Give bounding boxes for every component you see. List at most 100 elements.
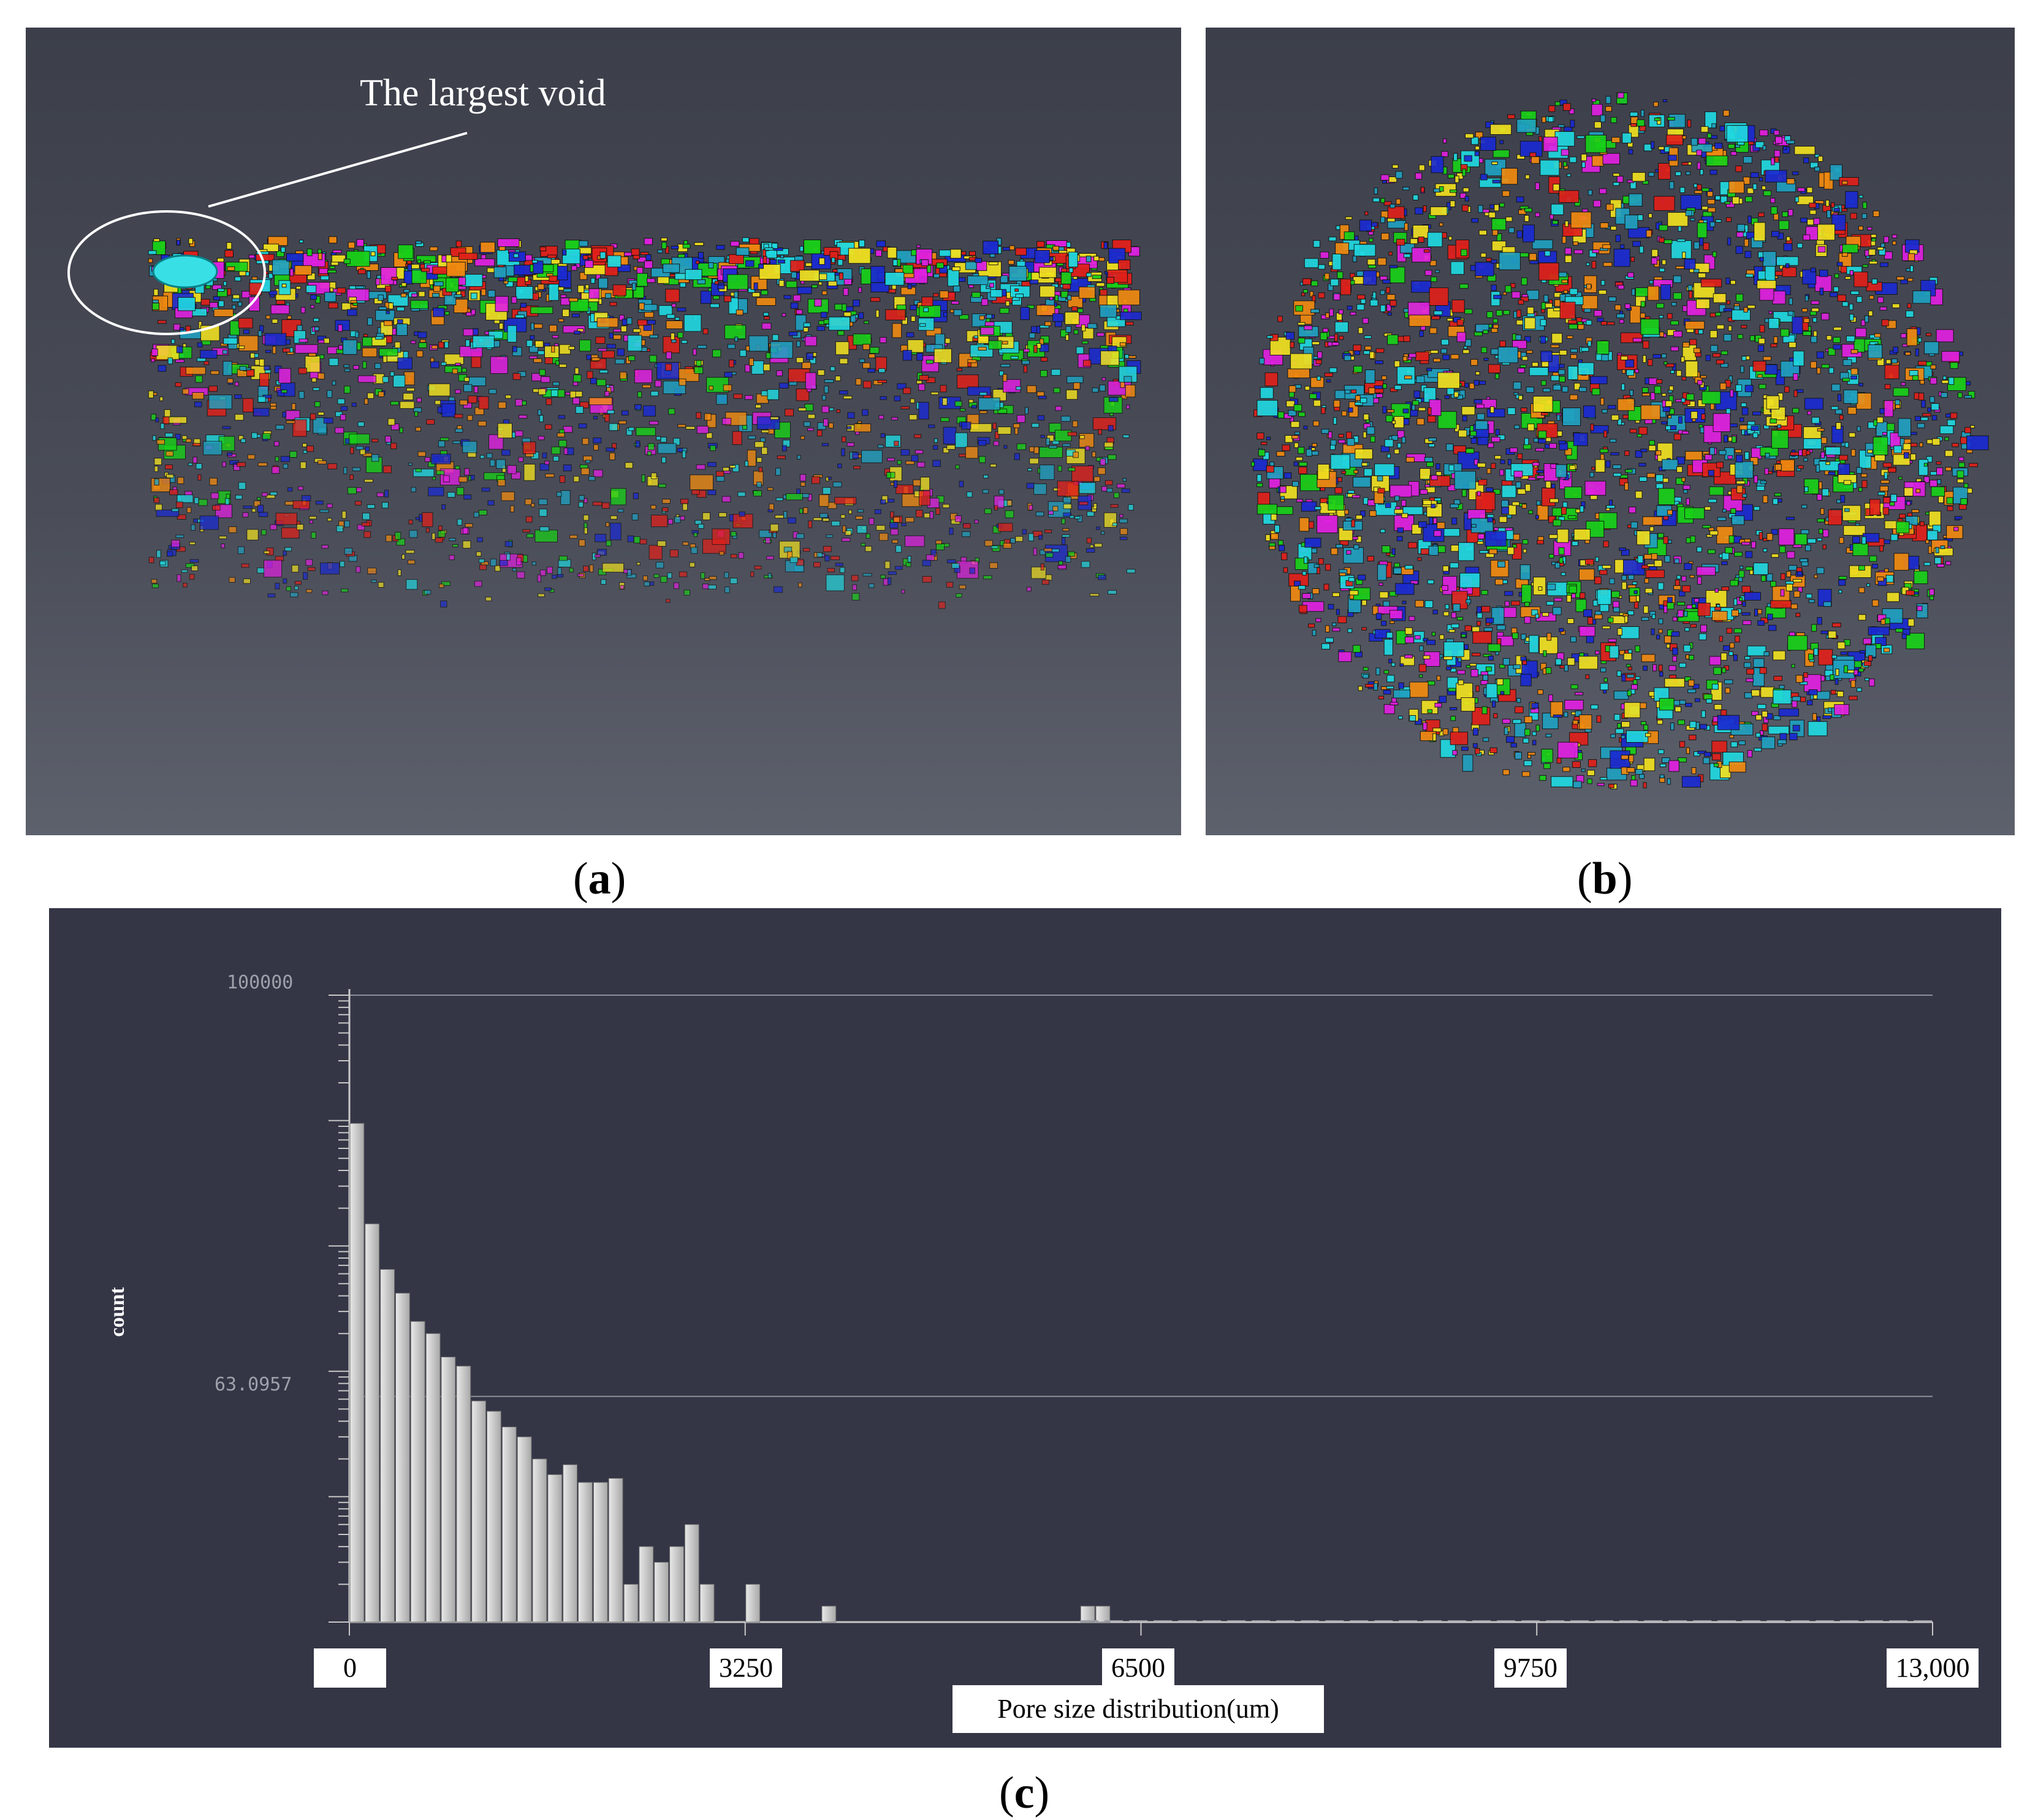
void-blob — [1257, 433, 1264, 440]
void-blob — [189, 542, 196, 545]
void-blob — [919, 305, 941, 318]
void-blob — [940, 385, 947, 393]
void-blob — [1388, 659, 1393, 664]
void-blob — [875, 309, 880, 318]
void-blob — [1441, 151, 1448, 157]
void-blob — [282, 348, 291, 353]
void-blob — [862, 362, 870, 369]
void-blob — [1441, 339, 1449, 346]
void-blob — [1101, 377, 1106, 381]
void-blob — [181, 569, 188, 573]
void-blob — [1542, 612, 1549, 617]
void-blob — [1348, 407, 1353, 413]
void-blob — [1028, 533, 1034, 542]
void-blob — [919, 490, 930, 506]
void-blob — [1386, 453, 1391, 458]
void-blob — [1820, 452, 1825, 459]
void-blob — [367, 317, 373, 326]
void-blob — [191, 565, 199, 571]
void-blob — [1097, 574, 1106, 580]
void-blob — [1386, 409, 1394, 413]
void-blob — [926, 554, 935, 561]
void-blob — [1631, 775, 1636, 781]
void-blob — [1803, 672, 1808, 678]
void-blob — [575, 406, 584, 414]
void-blob — [1579, 569, 1595, 581]
void-blob — [1771, 553, 1779, 558]
void-blob — [596, 379, 606, 386]
void-blob — [1010, 355, 1019, 360]
void-blob — [716, 476, 725, 482]
void-blob — [221, 544, 225, 548]
void-blob — [828, 316, 850, 331]
void-blob — [1312, 588, 1320, 594]
void-blob — [1677, 610, 1684, 618]
void-blob — [1600, 777, 1608, 781]
void-blob — [1704, 506, 1711, 510]
void-blob — [1105, 480, 1113, 485]
void-blob — [1603, 262, 1613, 267]
void-blob — [1390, 620, 1395, 624]
void-blob — [1040, 370, 1048, 377]
void-blob — [572, 313, 580, 317]
void-blob — [294, 580, 302, 585]
void-blob — [707, 461, 717, 468]
void-blob — [222, 426, 231, 430]
void-blob — [1394, 385, 1402, 390]
void-blob — [552, 381, 560, 386]
void-blob — [1291, 435, 1299, 439]
void-blob — [1029, 279, 1039, 284]
void-blob — [666, 351, 672, 359]
void-blob — [1489, 548, 1497, 555]
void-blob — [1785, 581, 1795, 585]
void-blob — [1367, 556, 1374, 562]
void-blob — [1388, 251, 1393, 256]
void-blob — [1600, 667, 1606, 673]
void-blob — [1814, 574, 1818, 578]
void-blob — [1820, 675, 1825, 681]
void-blob — [1662, 406, 1671, 412]
void-blob — [1568, 324, 1578, 330]
void-blob — [1828, 509, 1842, 526]
void-blob — [657, 249, 663, 254]
void-blob — [1911, 509, 1920, 513]
void-blob — [441, 403, 456, 417]
void-blob — [257, 504, 264, 513]
panel-a-side-view: The largest void — [26, 28, 1181, 835]
void-blob — [662, 507, 669, 512]
void-blob — [438, 525, 443, 531]
void-blob — [713, 295, 720, 300]
void-blob — [1819, 270, 1828, 277]
void-blob — [424, 260, 431, 264]
void-blob — [1496, 233, 1502, 241]
void-blob — [390, 423, 400, 430]
void-blob — [1858, 487, 1863, 492]
void-blob — [865, 533, 870, 539]
void-blob — [1658, 664, 1663, 672]
void-blob — [797, 455, 801, 460]
void-blob — [167, 551, 173, 557]
void-blob — [1703, 242, 1709, 251]
void-blob — [719, 551, 724, 556]
void-blob — [729, 464, 736, 469]
void-blob — [1428, 443, 1435, 447]
void-blob — [1678, 757, 1687, 763]
void-blob — [257, 396, 266, 403]
void-blob — [1347, 628, 1353, 633]
void-blob — [775, 468, 781, 476]
void-blob — [798, 582, 802, 588]
void-blob — [880, 337, 887, 343]
void-blob — [1854, 271, 1868, 287]
void-blob — [555, 360, 560, 366]
void-blob — [1706, 534, 1713, 538]
void-blob — [1823, 601, 1831, 607]
void-blob — [641, 474, 645, 482]
void-blob — [727, 344, 736, 349]
void-blob — [1402, 601, 1407, 604]
void-blob — [1671, 240, 1692, 259]
void-blob — [781, 445, 787, 452]
void-blob — [1800, 529, 1809, 534]
void-blob — [813, 562, 821, 567]
void-blob — [386, 311, 390, 314]
void-blob — [627, 569, 632, 576]
